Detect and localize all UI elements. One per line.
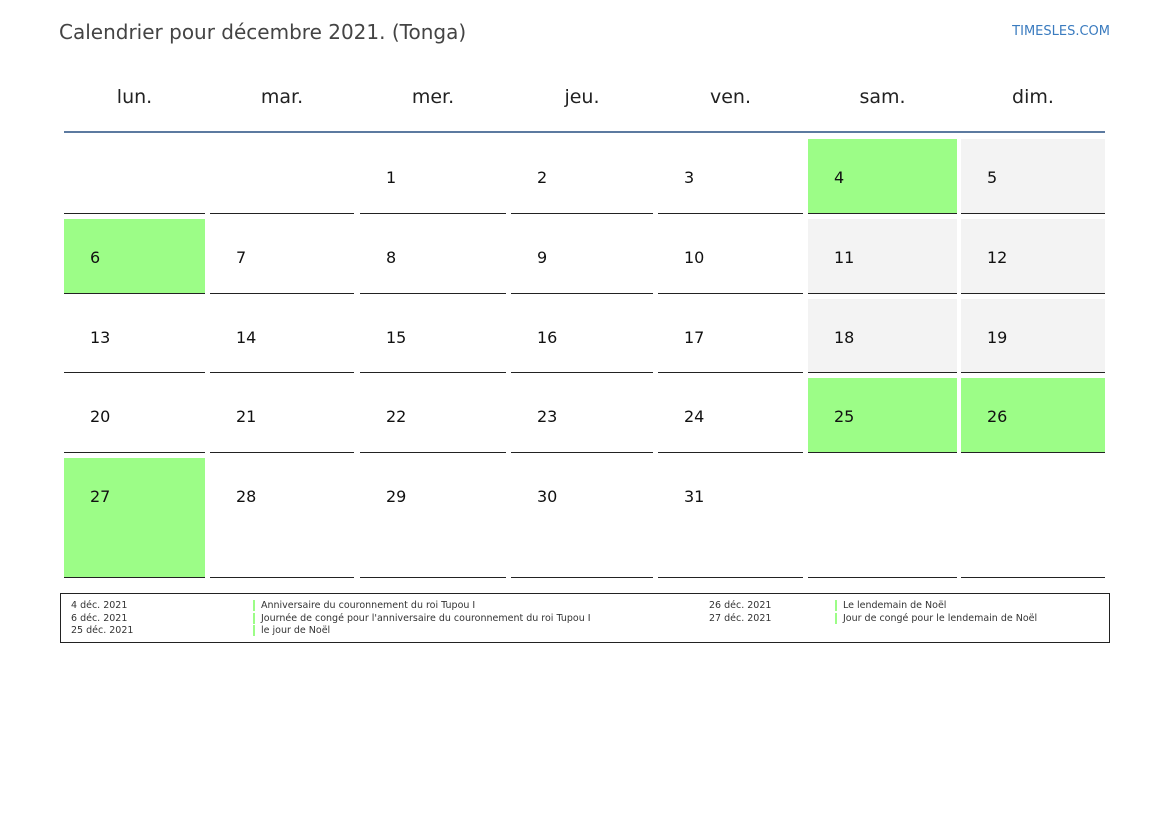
day-cell[interactable]: 19 — [961, 299, 1105, 373]
day-cell[interactable]: 21 — [210, 378, 354, 453]
day-number: 1 — [386, 168, 397, 187]
legend-color-marker — [253, 625, 255, 636]
day-number: 19 — [987, 328, 1008, 347]
day-number: 3 — [684, 168, 695, 187]
header-divider — [64, 131, 1105, 133]
day-number: 12 — [987, 248, 1008, 267]
empty-day-cell — [210, 139, 354, 214]
day-number: 21 — [236, 407, 257, 426]
day-number: 9 — [537, 248, 548, 267]
legend-color-marker — [253, 612, 255, 624]
brand-link[interactable]: TIMESLES.COM — [1012, 24, 1110, 39]
day-cell[interactable]: 18 — [808, 299, 957, 373]
day-number: 27 — [90, 487, 111, 506]
day-number: 13 — [90, 328, 111, 347]
day-cell[interactable]: 7 — [210, 219, 354, 294]
legend-color-marker — [835, 612, 837, 624]
day-cell[interactable]: 10 — [658, 219, 803, 294]
legend-date: 25 déc. 2021 — [71, 625, 134, 636]
page-title: Calendrier pour décembre 2021. (Tonga) — [59, 20, 467, 44]
day-number: 25 — [834, 407, 855, 426]
day-number: 10 — [684, 248, 705, 267]
day-cell[interactable]: 2 — [511, 139, 653, 214]
day-cell[interactable]: 11 — [808, 219, 957, 294]
weekday-label: sam. — [859, 86, 906, 108]
day-number: 26 — [987, 407, 1008, 426]
legend-holiday-name: Journée de congé pour l'anniversaire du … — [261, 612, 591, 624]
weekday-label: mar. — [260, 86, 304, 108]
day-number: 15 — [386, 328, 407, 347]
day-cell[interactable]: 17 — [658, 299, 803, 373]
day-cell[interactable]: 20 — [64, 378, 205, 453]
day-number: 18 — [834, 328, 855, 347]
day-cell[interactable]: 15 — [360, 299, 506, 373]
weekday-label: ven. — [709, 86, 751, 108]
day-cell[interactable]: 8 — [360, 219, 506, 294]
day-number: 7 — [236, 248, 247, 267]
day-cell[interactable]: 1 — [360, 139, 506, 214]
day-cell[interactable]: 27 — [64, 458, 205, 578]
day-cell[interactable]: 29 — [360, 458, 506, 578]
weekday-label: dim. — [1012, 86, 1054, 108]
weekday-label: mer. — [411, 86, 455, 108]
day-cell[interactable]: 24 — [658, 378, 803, 453]
day-cell[interactable]: 3 — [658, 139, 803, 214]
legend-color-marker — [835, 600, 837, 611]
day-cell[interactable]: 30 — [511, 458, 653, 578]
legend-entry: 26 déc. 2021 Le lendemain de Noël — [61, 600, 1109, 612]
legend-entry: 6 déc. 2021 Journée de congé pour l'anniv… — [61, 612, 1109, 625]
empty-day-cell — [961, 458, 1105, 578]
day-number: 31 — [684, 487, 705, 506]
day-number: 14 — [236, 328, 257, 347]
day-cell[interactable]: 16 — [511, 299, 653, 373]
legend-date: 4 déc. 2021 — [71, 600, 128, 611]
legend-holiday-name: Jour de congé pour le lendemain de Noël — [843, 612, 1038, 624]
day-number: 4 — [834, 168, 845, 187]
empty-day-cell — [808, 458, 957, 578]
day-number: 11 — [834, 248, 855, 267]
day-number: 6 — [90, 248, 101, 267]
day-cell[interactable]: 28 — [210, 458, 354, 578]
day-number: 22 — [386, 407, 407, 426]
day-cell[interactable]: 31 — [658, 458, 803, 578]
legend-entry: 25 déc. 2021 le jour de Noël — [61, 625, 1109, 637]
day-cell[interactable]: 14 — [210, 299, 354, 373]
holiday-legend: 4 déc. 2021 Anniversaire du couronnement … — [60, 593, 1110, 643]
day-cell[interactable]: 23 — [511, 378, 653, 453]
day-number: 24 — [684, 407, 705, 426]
legend-entry: 4 déc. 2021 Anniversaire du couronnement … — [61, 600, 1109, 612]
day-cell[interactable]: 12 — [961, 219, 1105, 294]
day-cell[interactable]: 26 — [961, 378, 1105, 453]
day-number: 8 — [386, 248, 397, 267]
day-number: 30 — [537, 487, 558, 506]
legend-color-marker — [253, 600, 255, 611]
legend-holiday-name: le jour de Noël — [261, 625, 331, 636]
legend-date: 26 déc. 2021 — [709, 600, 772, 611]
weekday-header-row: lun. mar. mer. jeu. ven. sam. dim. — [64, 86, 1105, 112]
day-cell[interactable]: 9 — [511, 219, 653, 294]
day-number: 5 — [987, 168, 998, 187]
legend-date: 27 déc. 2021 — [709, 612, 772, 624]
day-number: 28 — [236, 487, 257, 506]
legend-holiday-name: Le lendemain de Noël — [843, 600, 947, 611]
day-cell[interactable]: 25 — [808, 378, 957, 453]
day-number: 20 — [90, 407, 111, 426]
legend-holiday-name: Anniversaire du couronnement du roi Tupo… — [261, 600, 476, 611]
weekday-label: lun. — [116, 86, 153, 108]
day-cell[interactable]: 5 — [961, 139, 1105, 214]
day-number: 17 — [684, 328, 705, 347]
day-cell[interactable]: 4 — [808, 139, 957, 214]
empty-day-cell — [64, 139, 205, 214]
day-cell[interactable]: 13 — [64, 299, 205, 373]
day-number: 29 — [386, 487, 407, 506]
day-cell[interactable]: 6 — [64, 219, 205, 294]
day-number: 2 — [537, 168, 548, 187]
day-cell[interactable]: 22 — [360, 378, 506, 453]
legend-date: 6 déc. 2021 — [71, 612, 128, 624]
day-number: 16 — [537, 328, 558, 347]
weekday-label: jeu. — [564, 86, 600, 108]
day-number: 23 — [537, 407, 558, 426]
legend-entry: 27 déc. 2021 Jour de congé pour le lendem… — [61, 612, 1109, 625]
